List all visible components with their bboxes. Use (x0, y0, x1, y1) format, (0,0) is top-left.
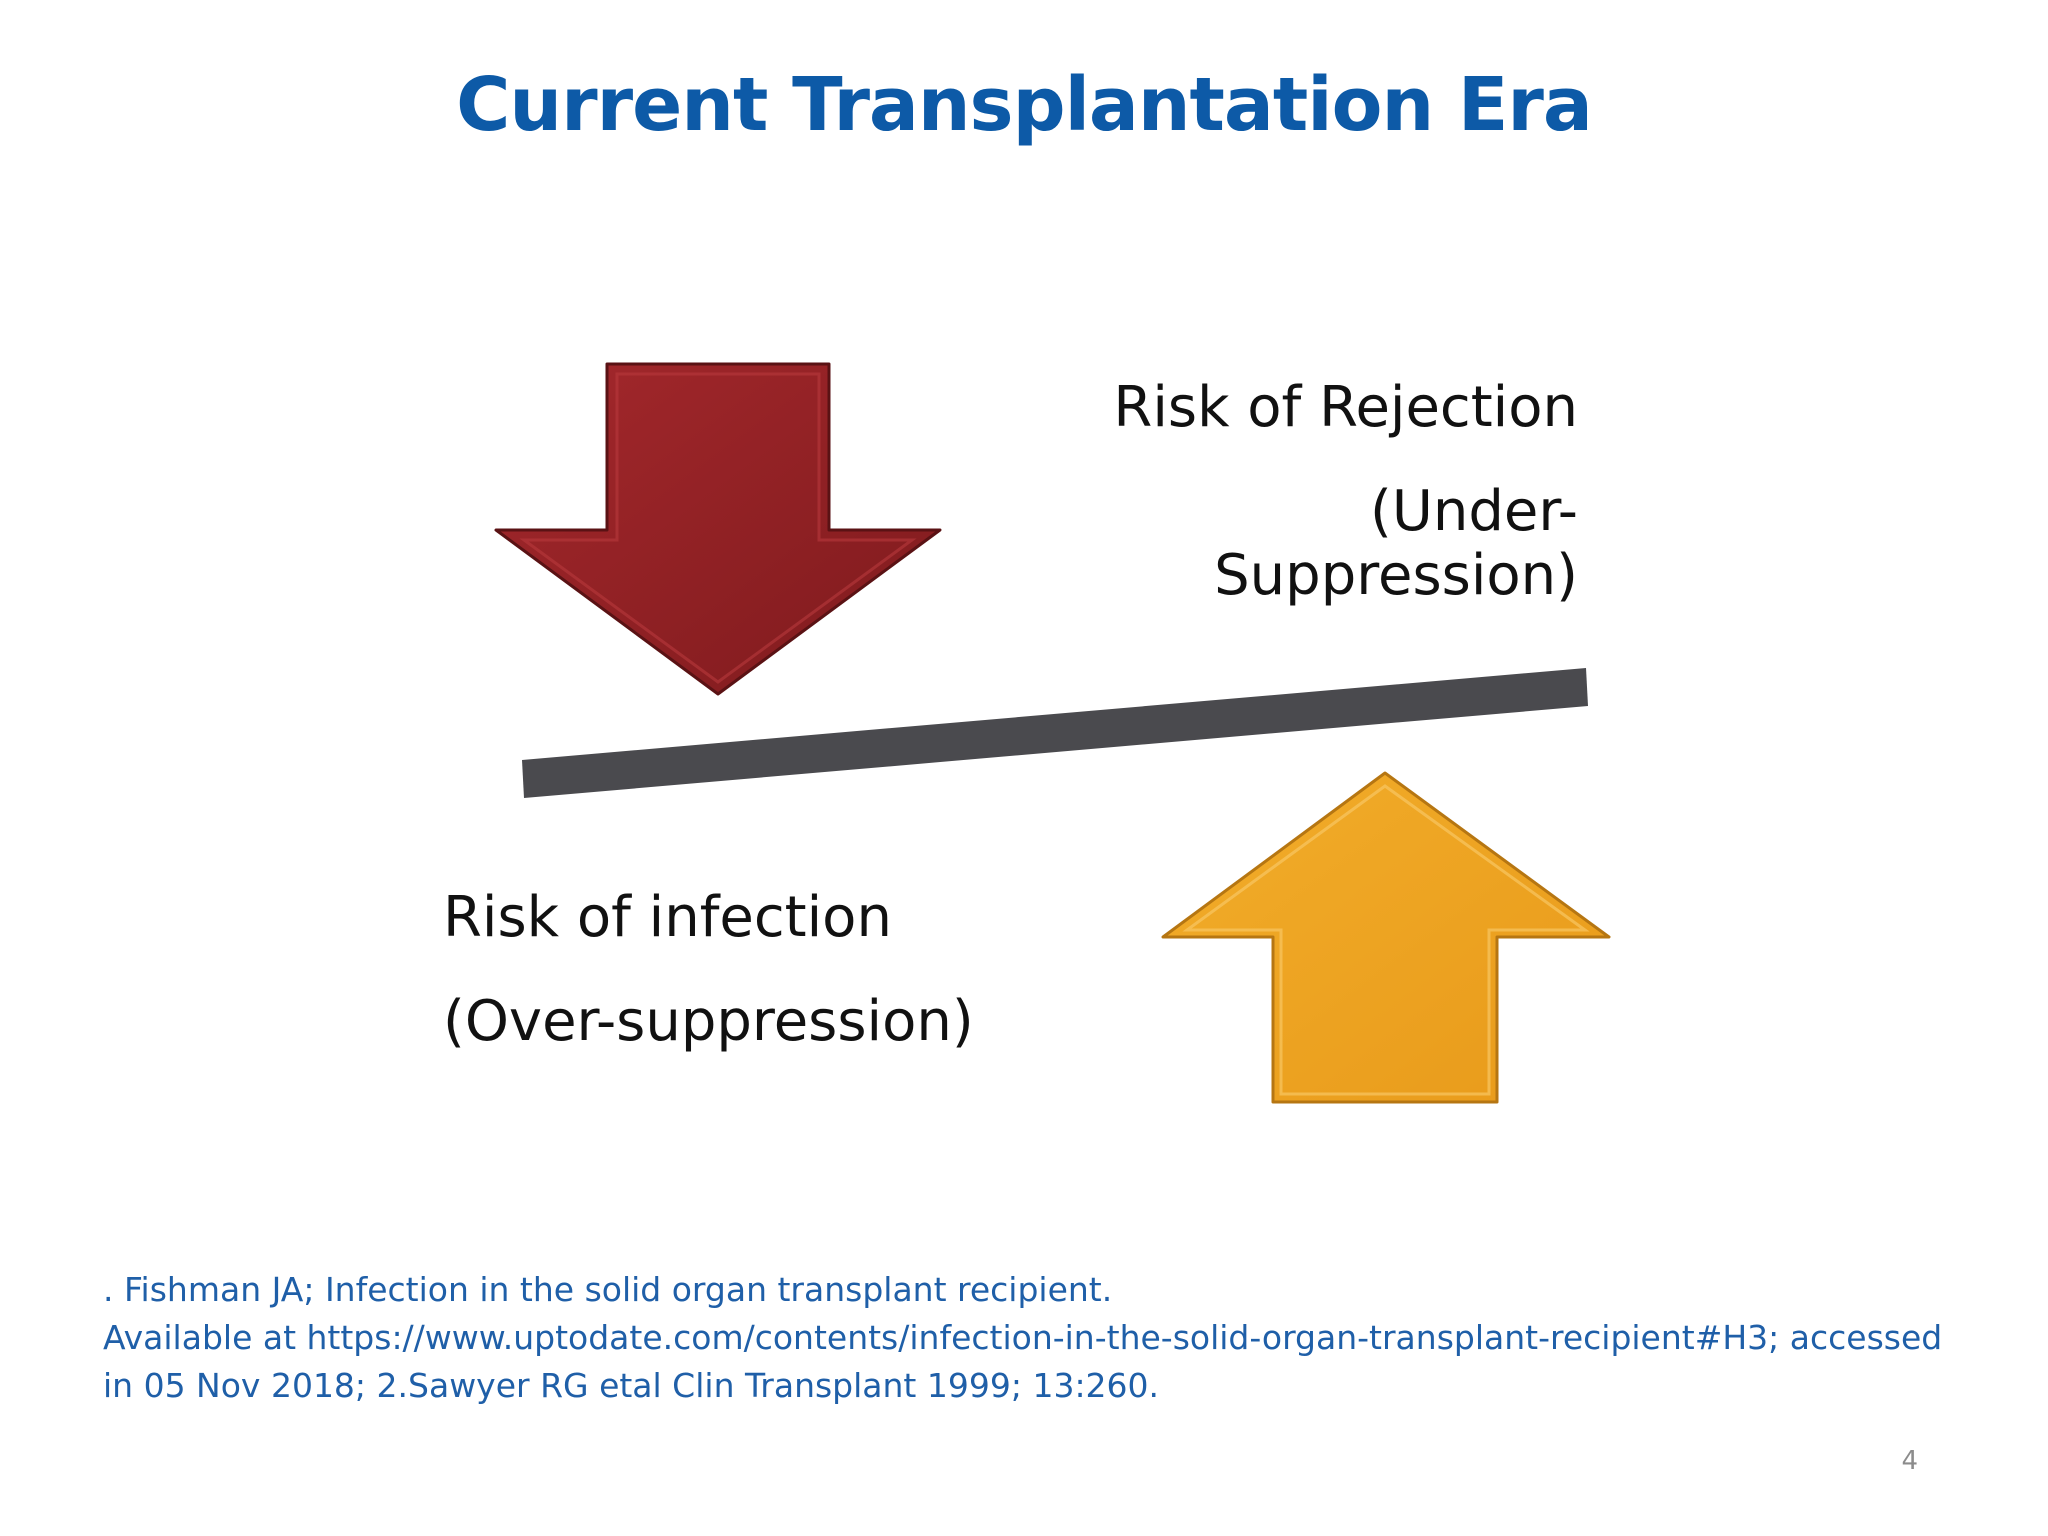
page-number: 4 (1901, 1446, 1918, 1476)
balance-beam (522, 668, 1588, 798)
down-arrow-icon (494, 362, 942, 696)
citation-line-2: Available at https://www.uptodate.com/co… (103, 1318, 1943, 1357)
citation: . Fishman JA; Infection in the solid org… (103, 1266, 1963, 1410)
up-arrow-icon (1161, 771, 1611, 1104)
rejection-label: Risk of Rejection (1113, 375, 1578, 440)
slide-title: Current Transplantation Era (456, 62, 1593, 148)
citation-line-1: . Fishman JA; Infection in the solid org… (103, 1270, 1113, 1309)
rejection-sublabel: (Under-Suppression) (1214, 479, 1578, 608)
infection-label: Risk of infection (443, 885, 892, 950)
citation-line-3: in 05 Nov 2018; 2.Sawyer RG etal Clin Tr… (103, 1366, 1160, 1405)
infection-sublabel: (Over-suppression) (443, 989, 974, 1054)
